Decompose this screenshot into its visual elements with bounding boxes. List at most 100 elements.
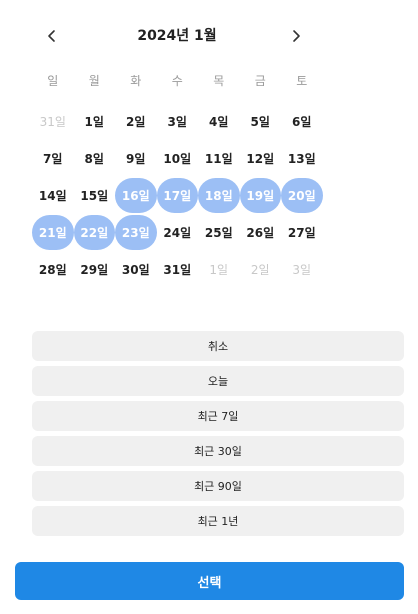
last-90-days-button[interactable]: 최근 90일 [32, 471, 404, 501]
day-cell[interactable]: 30일 [115, 251, 157, 288]
weekday-label: 토 [296, 74, 308, 88]
weekday-label: 목 [213, 74, 225, 88]
weekday-label: 수 [171, 74, 183, 88]
day-label: 14일 [38, 189, 67, 203]
day-cell-outside-month[interactable]: 1일 [198, 251, 240, 288]
weekday-label: 일 [47, 74, 59, 88]
day-label: 20일 [287, 189, 316, 203]
day-cell[interactable]: 8일 [74, 140, 116, 177]
day-label: 9일 [126, 152, 146, 166]
day-cell[interactable]: 1일 [74, 103, 116, 140]
day-label: 2일 [126, 115, 146, 129]
day-label: 21일 [38, 226, 67, 240]
day-label: 24일 [163, 226, 192, 240]
day-label: 27일 [287, 226, 316, 240]
day-cell-selected[interactable]: 20일 [281, 177, 323, 214]
last-7-days-button[interactable]: 최근 7일 [32, 401, 404, 431]
weekday-label: 월 [88, 74, 100, 88]
prev-month-button[interactable] [38, 22, 66, 50]
day-label: 7일 [43, 152, 63, 166]
day-cell-outside-month[interactable]: 31일 [32, 103, 74, 140]
selection-highlight [115, 215, 157, 250]
day-label: 15일 [80, 189, 109, 203]
day-cell-selected[interactable]: 19일 [239, 177, 281, 214]
chevron-right-icon [293, 30, 300, 42]
cancel-button[interactable]: 취소 [32, 331, 404, 361]
day-label: 22일 [80, 226, 109, 240]
day-cell[interactable]: 11일 [198, 140, 240, 177]
day-cell-selected[interactable]: 16일 [115, 177, 157, 214]
day-label: 13일 [287, 152, 316, 166]
day-label: 28일 [38, 263, 67, 277]
day-cell[interactable]: 26일 [240, 214, 282, 251]
week-row: 14일 15일 16일 17일 18일 19일 20일 [32, 177, 323, 214]
week-row: 7일 8일 9일 10일 11일 12일 13일 [32, 140, 323, 177]
day-cell[interactable]: 13일 [281, 140, 323, 177]
day-cell[interactable]: 6일 [281, 103, 323, 140]
day-label: 31일 [39, 115, 66, 129]
last-1-year-button[interactable]: 최근 1년 [32, 506, 404, 536]
day-label: 4일 [209, 115, 229, 129]
day-label: 18일 [204, 189, 233, 203]
day-label: 31일 [163, 263, 192, 277]
day-cell-selected[interactable]: 22일 [73, 214, 115, 251]
weekday-label: 화 [130, 74, 142, 88]
day-cell[interactable]: 3일 [157, 103, 199, 140]
day-cell[interactable]: 24일 [157, 214, 199, 251]
day-label: 8일 [84, 152, 104, 166]
day-cell[interactable]: 29일 [74, 251, 116, 288]
selection-highlight [156, 178, 198, 213]
day-cell[interactable]: 5일 [240, 103, 282, 140]
day-label: 1일 [84, 115, 104, 129]
weekday-label: 금 [254, 74, 266, 88]
calendar-grid: 31일 1일 2일 3일 4일 5일 6일 7일 8일 9일 10일 11일 12일 13일 14일 15일 1… [32, 103, 323, 288]
day-label: 6일 [292, 115, 312, 129]
day-cell[interactable]: 25일 [198, 214, 240, 251]
day-label: 17일 [163, 189, 192, 203]
selection-highlight [73, 215, 115, 250]
week-row: 21일 22일 23일 24일 25일 26일 27일 [32, 214, 323, 251]
day-label: 25일 [204, 226, 233, 240]
day-cell[interactable]: 9일 [115, 140, 157, 177]
day-cell[interactable]: 12일 [240, 140, 282, 177]
next-month-button[interactable] [282, 22, 310, 50]
day-cell-outside-month[interactable]: 2일 [240, 251, 282, 288]
day-label: 3일 [292, 263, 312, 277]
day-cell-selected[interactable]: 23일 [115, 214, 157, 251]
chevron-left-icon [48, 30, 55, 42]
selection-highlight [32, 215, 74, 250]
day-cell-selected[interactable]: 17일 [156, 177, 198, 214]
day-label: 30일 [121, 263, 150, 277]
day-cell-outside-month[interactable]: 3일 [281, 251, 323, 288]
day-cell-selected[interactable]: 18일 [198, 177, 240, 214]
day-label: 12일 [246, 152, 275, 166]
day-cell[interactable]: 7일 [32, 140, 74, 177]
calendar-header: 2024년 1월 [32, 22, 322, 50]
day-cell[interactable]: 15일 [74, 177, 116, 214]
day-cell[interactable]: 4일 [198, 103, 240, 140]
day-label: 5일 [250, 115, 270, 129]
day-cell[interactable]: 2일 [115, 103, 157, 140]
day-label: 26일 [246, 226, 275, 240]
day-label: 19일 [246, 189, 275, 203]
day-cell[interactable]: 14일 [32, 177, 74, 214]
month-title: 2024년 1월 [137, 28, 217, 44]
last-30-days-button[interactable]: 최근 30일 [32, 436, 404, 466]
day-cell[interactable]: 10일 [157, 140, 199, 177]
selection-highlight [281, 178, 323, 213]
day-cell[interactable]: 27일 [281, 214, 323, 251]
day-cell-selected[interactable]: 21일 [32, 214, 74, 251]
day-label: 23일 [121, 226, 150, 240]
day-cell[interactable]: 31일 [157, 251, 199, 288]
day-label: 10일 [163, 152, 192, 166]
week-row: 31일 1일 2일 3일 4일 5일 6일 [32, 103, 323, 140]
week-row: 28일 29일 30일 31일 1일 2일 3일 [32, 251, 323, 288]
select-button[interactable]: 선택 [15, 562, 404, 600]
day-label: 1일 [209, 263, 229, 277]
today-button[interactable]: 오늘 [32, 366, 404, 396]
day-label: 2일 [250, 263, 270, 277]
selection-highlight [115, 178, 157, 213]
day-cell[interactable]: 28일 [32, 251, 74, 288]
